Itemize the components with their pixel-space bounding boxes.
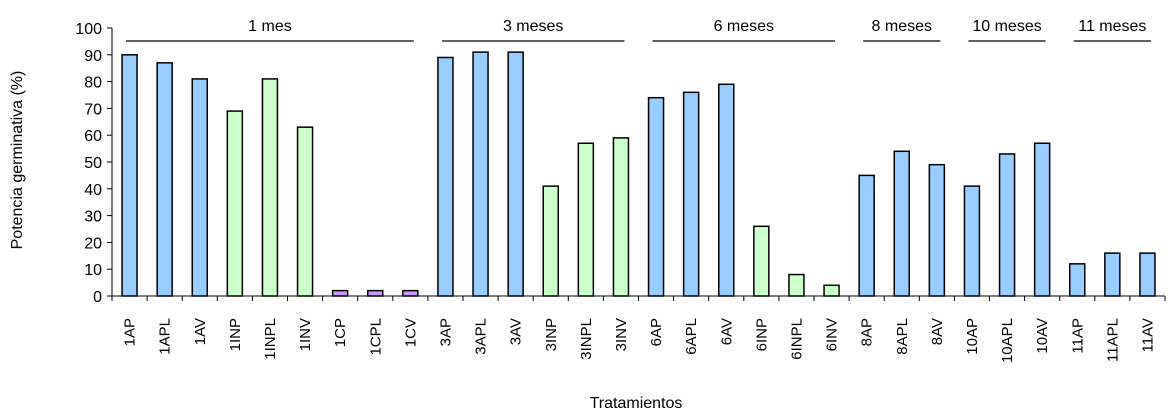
y-tick-label: 100 bbox=[75, 21, 102, 38]
bar-10APL bbox=[998, 153, 1016, 297]
bar-6INV bbox=[823, 284, 840, 297]
x-tick-label: 10AV bbox=[1034, 318, 1051, 354]
x-tick-label: 6AP bbox=[648, 318, 665, 346]
y-tick-label: 10 bbox=[84, 262, 102, 279]
y-tick-label: 20 bbox=[84, 235, 102, 252]
x-tick-label: 1APL bbox=[157, 318, 174, 355]
x-tick-label: 6INPL bbox=[788, 318, 805, 360]
bar-1INV bbox=[296, 126, 314, 297]
bar-1AV bbox=[191, 78, 208, 297]
y-tick-label: 80 bbox=[84, 75, 102, 92]
x-tick-label: 6APL bbox=[683, 318, 700, 355]
bar-8AV bbox=[928, 163, 946, 297]
bar-1AP bbox=[121, 54, 138, 297]
bar-6INP bbox=[753, 225, 770, 297]
x-tick-label: 3INV bbox=[613, 318, 630, 351]
period-group-headers: 1 mes 3 meses 6 meses 8 meses 10 meses 11 mes… bbox=[126, 18, 1151, 42]
bar-3AV bbox=[507, 51, 524, 297]
x-tick-label: 1CPL bbox=[367, 318, 384, 356]
x-tick-label: 1INP bbox=[227, 318, 244, 351]
x-axis-label: Tratamientos bbox=[590, 395, 683, 412]
group-label: 3 meses bbox=[503, 18, 563, 35]
x-tick-label: 3INP bbox=[543, 318, 560, 351]
bar-3INP bbox=[542, 185, 559, 297]
group-label: 11 meses bbox=[1078, 18, 1146, 35]
bar-3AP bbox=[437, 56, 454, 297]
y-axis-label: Potencia germinativa (%) bbox=[9, 71, 26, 250]
bar-6INPL bbox=[788, 273, 805, 297]
bar-11AP bbox=[1069, 263, 1086, 297]
bar-10AV bbox=[1033, 142, 1051, 297]
bar-1APL bbox=[156, 62, 173, 297]
x-axis: 1AP 1APL 1AV 1INP 1INPL 1INV 1CP 1CPL 1CV 3AP 3APL… bbox=[111, 295, 1166, 363]
y-axis: 0 10 20 30 40 50 60 70 80 90 100 bbox=[75, 21, 113, 306]
group-label: 10 meses bbox=[972, 18, 1041, 35]
group-label: 8 meses bbox=[872, 18, 932, 35]
y-tick-label: 90 bbox=[84, 48, 102, 65]
bar-1CPL bbox=[367, 289, 384, 297]
y-tick-label: 30 bbox=[84, 209, 102, 226]
x-tick-label: 11APL bbox=[1104, 318, 1121, 362]
x-tick-label: 6INV bbox=[824, 318, 841, 351]
x-tick-label: 6INP bbox=[753, 318, 770, 351]
y-tick-label: 60 bbox=[84, 128, 102, 145]
bar-1INP bbox=[226, 110, 244, 297]
x-tick-label: 1AP bbox=[122, 318, 139, 346]
x-tick-label: 1CP bbox=[332, 318, 349, 347]
bar-8APL bbox=[893, 150, 910, 297]
group-label: 1 mes bbox=[248, 18, 292, 35]
bar-1CP bbox=[331, 289, 349, 297]
bar-1INPL bbox=[261, 78, 279, 297]
x-tick-label: 3AP bbox=[437, 318, 454, 346]
x-tick-label: 1CV bbox=[402, 318, 419, 347]
y-tick-label: 50 bbox=[84, 155, 102, 172]
x-tick-label: 1INV bbox=[297, 318, 314, 351]
x-tick-label: 1INPL bbox=[262, 318, 279, 360]
group-label: 6 meses bbox=[714, 18, 774, 35]
y-tick-label: 0 bbox=[93, 289, 102, 306]
bar-11APL bbox=[1104, 252, 1121, 297]
x-tick-label: 11AV bbox=[1139, 318, 1156, 352]
bar-6AP bbox=[647, 96, 665, 297]
x-tick-label: 3APL bbox=[473, 318, 490, 355]
bar-10AP bbox=[963, 185, 981, 297]
x-tick-label: 10AP bbox=[964, 318, 981, 355]
y-tick-label: 70 bbox=[84, 101, 102, 118]
x-tick-label: 1AV bbox=[192, 318, 209, 345]
x-tick-label: 6AV bbox=[718, 318, 735, 345]
bar-11AV bbox=[1139, 252, 1156, 297]
x-tick-label: 8AV bbox=[929, 318, 946, 345]
x-tick-label: 10APL bbox=[999, 318, 1016, 363]
x-tick-label: 8APL bbox=[894, 318, 911, 355]
bar-3INPL bbox=[577, 142, 595, 297]
x-tick-label: 3AV bbox=[508, 318, 525, 345]
x-tick-label: 3INPL bbox=[578, 318, 595, 360]
y-tick-label: 40 bbox=[84, 182, 102, 199]
bar-1CV bbox=[402, 289, 419, 297]
bar-6AV bbox=[718, 83, 735, 297]
bar-8AP bbox=[858, 174, 875, 297]
bar-3APL bbox=[472, 51, 489, 297]
x-tick-label: 11AP bbox=[1069, 318, 1086, 354]
bar-6APL bbox=[682, 91, 700, 297]
bar-3INV bbox=[612, 137, 630, 297]
x-tick-label: 8AP bbox=[859, 318, 876, 346]
bars bbox=[121, 51, 1156, 297]
